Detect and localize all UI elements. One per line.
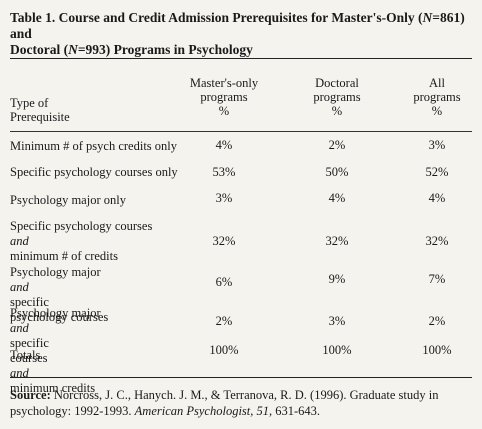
table-cell: 3% [428, 138, 446, 152]
table-row-label: Psychology major and specific courses an… [10, 306, 101, 395]
table-cell: 9% [328, 272, 346, 286]
bottom-rule [10, 377, 472, 378]
header-doctoral: Doctoral programs % [313, 76, 361, 118]
table-cell: 100% [209, 343, 239, 357]
table-cell: 3% [215, 191, 233, 205]
table-cell: 2% [428, 314, 446, 328]
header-all-programs: All programs % [413, 76, 461, 118]
table-cell: 100% [422, 343, 452, 357]
table-row-label: Psychology major and specific psychology… [10, 265, 109, 324]
table-row-label: Psychology major only [10, 193, 126, 207]
table-cell: 7% [428, 272, 446, 286]
table-cell: 32% [425, 234, 449, 248]
table-cell: 2% [328, 138, 346, 152]
table-cell: 50% [325, 165, 349, 179]
table-cell: 100% [322, 343, 352, 357]
table-cell: 4% [215, 138, 233, 152]
table-cell: 4% [328, 191, 346, 205]
table-cell: 53% [212, 165, 236, 179]
header-masters-only: Master's-only programs % [189, 76, 259, 118]
table-cell: 2% [215, 314, 233, 328]
table-row-label: Minimum # of psych credits only [10, 139, 177, 153]
document-page: Table 1. Course and Credit Admission Pre… [10, 10, 472, 419]
table-title: Table 1. Course and Credit Admission Pre… [10, 10, 465, 57]
table-cell: 4% [428, 191, 446, 205]
table-row-label: Totals [10, 348, 41, 362]
table-cell: 6% [215, 275, 233, 289]
table-row-label: Specific psychology courses only [10, 165, 178, 179]
header-rule [10, 131, 472, 132]
table-cell: 32% [325, 234, 349, 248]
table-cell: 52% [425, 165, 449, 179]
top-rule [10, 58, 472, 59]
table-cell: 32% [212, 234, 236, 248]
header-type-of-prerequisite: Type of Prerequisite [10, 96, 70, 124]
table-row-label: Specific psychology courses and minimum … [10, 219, 153, 263]
table-cell: 3% [328, 314, 346, 328]
source-citation: Source: Norcross, J. C., Hanych. J. M., … [10, 388, 439, 418]
